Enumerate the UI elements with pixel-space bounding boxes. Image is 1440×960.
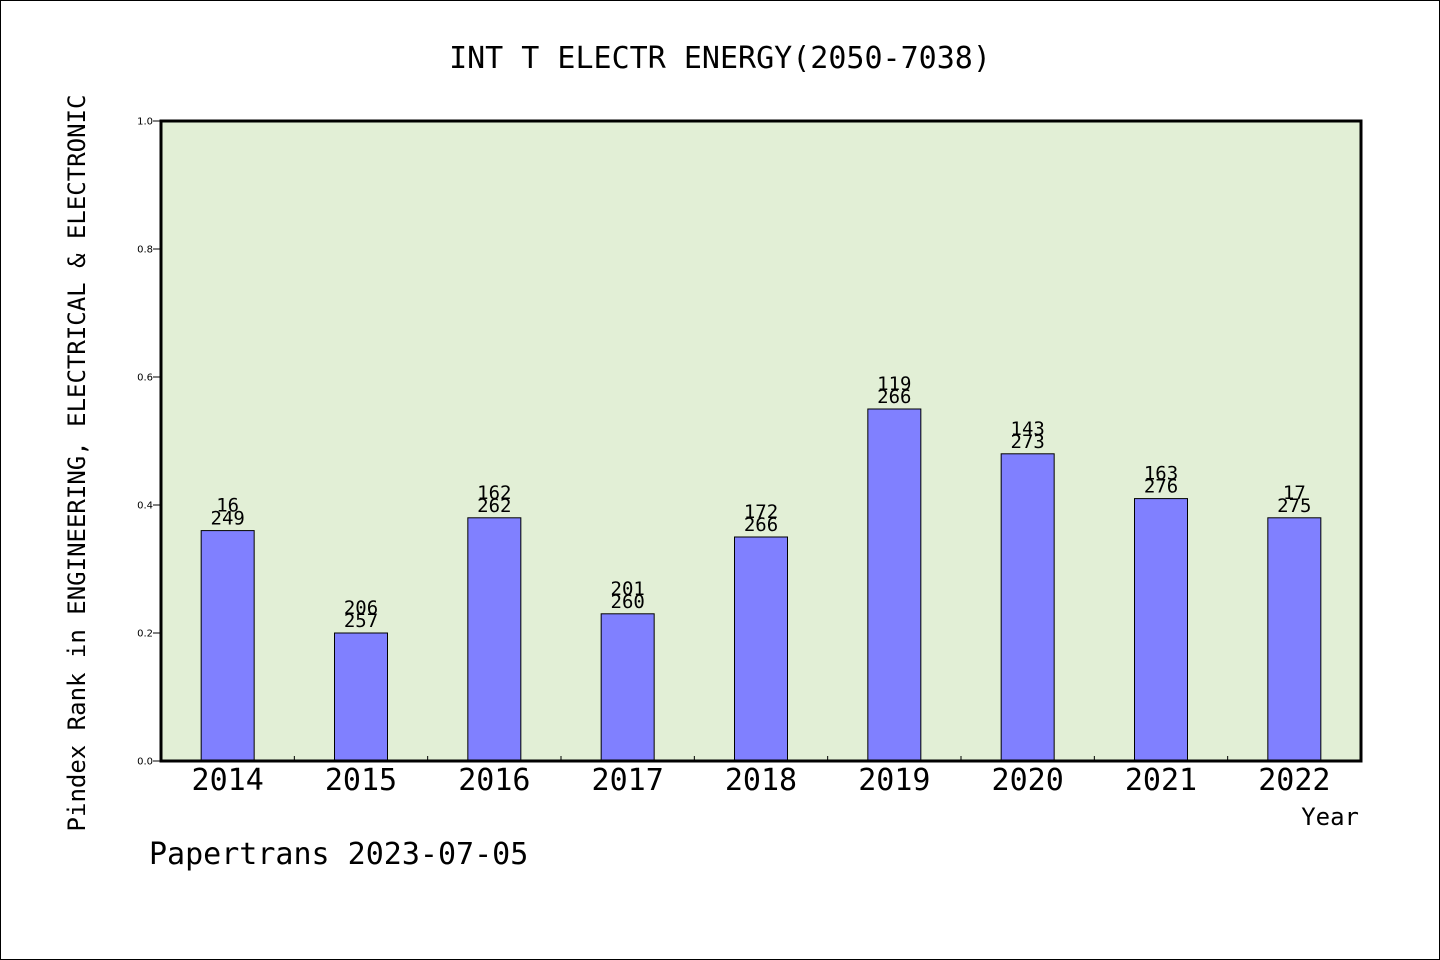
bar (200, 530, 255, 762)
bar-label-rank: 172 (744, 501, 778, 523)
bar-label-rank: 201 (611, 578, 645, 600)
chart-title: INT T ELECTR ENERGY(2050-7038) (449, 41, 991, 76)
bar (867, 408, 922, 762)
bar (1134, 498, 1188, 762)
bar (734, 536, 788, 762)
y-tick-label: 0.0 (137, 757, 153, 768)
y-axis-ticks: 0.0 0.2 0.4 0.6 0.8 1.0 (137, 117, 161, 768)
x-axis-label: Year (1301, 803, 1359, 831)
bar-label-rank: 162 (477, 482, 511, 504)
bar (467, 517, 522, 762)
bar-label-rank: 119 (877, 373, 911, 395)
bar-label-total: 257 (344, 610, 378, 632)
y-tick-label: 0.8 (137, 245, 153, 256)
y-tick-label: 1.0 (137, 117, 153, 128)
bar-labels: 1624920625716226220126017226611926614327… (211, 373, 1312, 632)
bar-label-total: 275 (1277, 495, 1311, 517)
y-axis-label: Pindex Rank in ENGINEERING, ELECTRICAL &… (63, 95, 91, 832)
bar-label-total: 249 (211, 508, 245, 530)
x-tick-label: 2021 (1125, 763, 1197, 798)
plot-frame (159, 119, 1363, 763)
y-tick-label: 0.6 (137, 373, 153, 384)
x-tick-label: 2019 (858, 763, 930, 798)
bar-label-total: 273 (1011, 431, 1045, 453)
bar-label-total: 266 (877, 386, 911, 408)
x-tick-label: 2014 (192, 763, 264, 798)
bar-label-rank: 143 (1011, 418, 1045, 440)
bar-label-rank: 16 (216, 495, 239, 517)
bar-label-rank: 17 (1283, 482, 1306, 504)
bar-label-total: 276 (1144, 476, 1178, 498)
bar-label-total: 266 (744, 514, 778, 536)
bar-label-total: 262 (477, 495, 511, 517)
x-tick-label: 2022 (1258, 763, 1330, 798)
y-tick-label: 0.2 (137, 629, 153, 640)
bar (1000, 453, 1055, 762)
bar (334, 632, 388, 762)
x-tick-label: 2016 (458, 763, 530, 798)
bar-label-total: 260 (611, 591, 645, 613)
y-tick-label: 0.4 (137, 501, 153, 512)
x-tick-label: 2017 (592, 763, 664, 798)
bar-label-rank: 206 (344, 597, 378, 619)
footer-stamp: Papertrans 2023-07-05 (149, 837, 528, 872)
bar (1267, 517, 1322, 762)
x-tick-label: 2018 (725, 763, 797, 798)
bar-label-rank: 163 (1144, 463, 1178, 485)
x-tick-label: 2020 (992, 763, 1064, 798)
bar-series (200, 408, 1322, 762)
x-tick-labels: 2014 2015 2016 2017 2018 2019 2020 2021 2022 (192, 763, 1331, 798)
x-tick-label: 2015 (325, 763, 397, 798)
bar (600, 613, 655, 762)
